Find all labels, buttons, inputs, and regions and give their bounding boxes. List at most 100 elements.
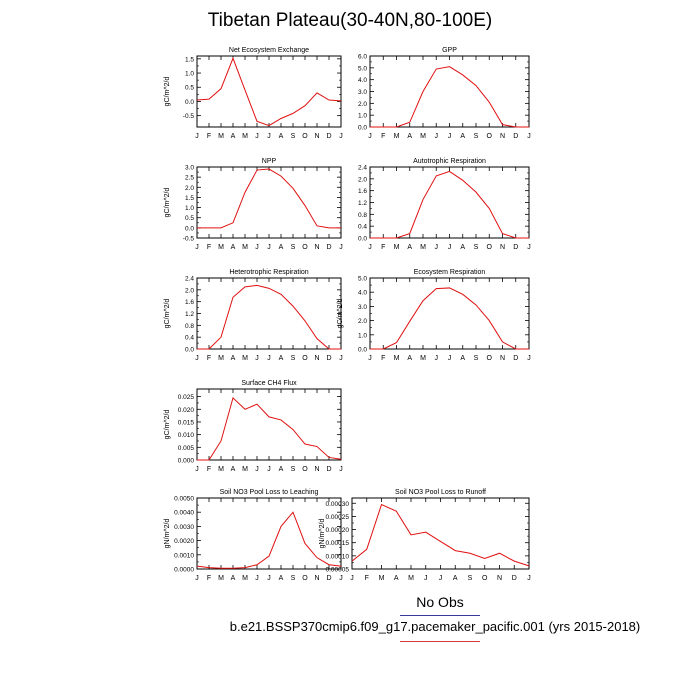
series-line [370, 66, 529, 128]
y-tick-label: 4.0 [358, 290, 367, 297]
y-tick-label: 3.0 [358, 304, 367, 311]
chart-title: Surface CH4 Flux [241, 380, 297, 387]
x-tick-label: O [487, 133, 493, 140]
y-axis-label: gC/m^2/d [164, 188, 171, 218]
x-tick-label: A [407, 355, 412, 362]
x-tick-label: M [242, 133, 248, 140]
y-tick-label: 0.0 [358, 347, 367, 354]
y-tick-label: 0.0000 [174, 567, 194, 574]
y-tick-label: 2.0 [358, 176, 367, 183]
x-tick-label: F [365, 575, 369, 582]
y-tick-label: 0.00010 [326, 553, 350, 560]
x-tick-label: M [218, 244, 224, 251]
x-tick-label: N [314, 355, 319, 362]
chart-title: Soil NO3 Pool Loss to Runoff [395, 489, 486, 496]
x-tick-label: S [291, 355, 296, 362]
y-tick-label: 0.5 [185, 85, 194, 92]
chart-title: NPP [262, 158, 277, 165]
x-tick-label: F [381, 244, 385, 251]
y-tick-label: 0.0050 [174, 496, 194, 503]
x-tick-label: A [231, 355, 236, 362]
x-tick-label: J [339, 575, 343, 582]
chart-panel-8: Soil NO3 Pool Loss to Runoff gN/m^2/d J F M A… [319, 489, 531, 582]
y-axis-label: gN/m^2/d [319, 519, 326, 549]
x-tick-label: N [314, 575, 319, 582]
y-tick-label: 0.0010 [174, 552, 194, 559]
x-tick-label: M [420, 133, 426, 140]
y-tick-label: 0.015 [178, 419, 195, 426]
plot-frame [369, 166, 530, 239]
x-tick-label: D [513, 355, 518, 362]
x-tick-label: J [368, 244, 372, 251]
x-tick-label: J [195, 133, 199, 140]
y-tick-label: 0.4 [185, 335, 194, 342]
x-tick-label: D [326, 466, 331, 473]
x-tick-label: M [394, 355, 400, 362]
y-tick-label: 2.4 [185, 276, 194, 283]
x-tick-label: F [381, 133, 385, 140]
y-tick-label: 0.00015 [326, 540, 350, 547]
x-tick-label: S [468, 575, 473, 582]
x-tick-label: J [435, 244, 439, 251]
x-tick-label: M [218, 466, 224, 473]
x-tick-label: A [407, 244, 412, 251]
x-tick-label: N [497, 575, 502, 582]
y-tick-label: 6.0 [358, 54, 367, 61]
y-tick-label: 0.010 [178, 432, 195, 439]
y-tick-label: 1.6 [358, 188, 367, 195]
y-axis-label: gC/m^2/d [337, 299, 344, 329]
y-tick-label: 0.8 [185, 323, 194, 330]
x-tick-label: O [302, 575, 308, 582]
x-tick-label: D [326, 244, 331, 251]
x-tick-label: D [513, 244, 518, 251]
x-tick-label: F [207, 466, 211, 473]
x-tick-label: M [218, 133, 224, 140]
page-title: Tibetan Plateau(30-40N,80-100E) [207, 10, 493, 31]
x-tick-label: S [474, 355, 479, 362]
x-tick-label: N [314, 466, 319, 473]
y-tick-label: 0.0 [185, 99, 194, 106]
x-tick-label: A [460, 133, 465, 140]
y-tick-label: 3.0 [185, 165, 194, 172]
y-tick-label: -0.5 [183, 236, 195, 243]
x-tick-label: A [279, 244, 284, 251]
x-tick-label: F [207, 355, 211, 362]
x-tick-label: J [448, 133, 452, 140]
x-tick-label: J [527, 575, 531, 582]
x-tick-label: D [326, 575, 331, 582]
y-tick-label: 1.0 [358, 332, 367, 339]
y-tick-label: 0.005 [178, 445, 195, 452]
y-axis-label: gC/m^2/d [164, 299, 171, 329]
y-tick-label: 4.0 [358, 77, 367, 84]
x-tick-label: S [291, 575, 296, 582]
series-line [370, 287, 529, 350]
y-tick-label: 0.0 [185, 347, 194, 354]
x-tick-label: A [231, 244, 236, 251]
x-tick-label: M [242, 466, 248, 473]
x-tick-label: J [255, 355, 259, 362]
x-tick-label: N [500, 244, 505, 251]
x-tick-label: S [474, 244, 479, 251]
y-tick-label: 0.0 [358, 236, 367, 243]
y-tick-label: 3.0 [358, 89, 367, 96]
series-line [351, 503, 530, 567]
x-tick-label: F [207, 244, 211, 251]
series-line [196, 511, 342, 569]
x-tick-label: O [482, 575, 488, 582]
legend-label: No Obs [416, 594, 464, 610]
x-tick-label: N [500, 133, 505, 140]
y-tick-label: 2.0 [358, 318, 367, 325]
x-tick-label: J [267, 355, 271, 362]
y-tick-label: 0.5 [185, 215, 194, 222]
chart-title: Heterotrophic Respiration [229, 269, 308, 276]
x-tick-label: A [231, 133, 236, 140]
x-tick-label: M [420, 244, 426, 251]
x-tick-label: M [420, 355, 426, 362]
y-tick-label: 0.8 [358, 212, 367, 219]
x-tick-label: A [279, 355, 284, 362]
x-tick-label: O [302, 133, 308, 140]
x-tick-label: S [291, 244, 296, 251]
